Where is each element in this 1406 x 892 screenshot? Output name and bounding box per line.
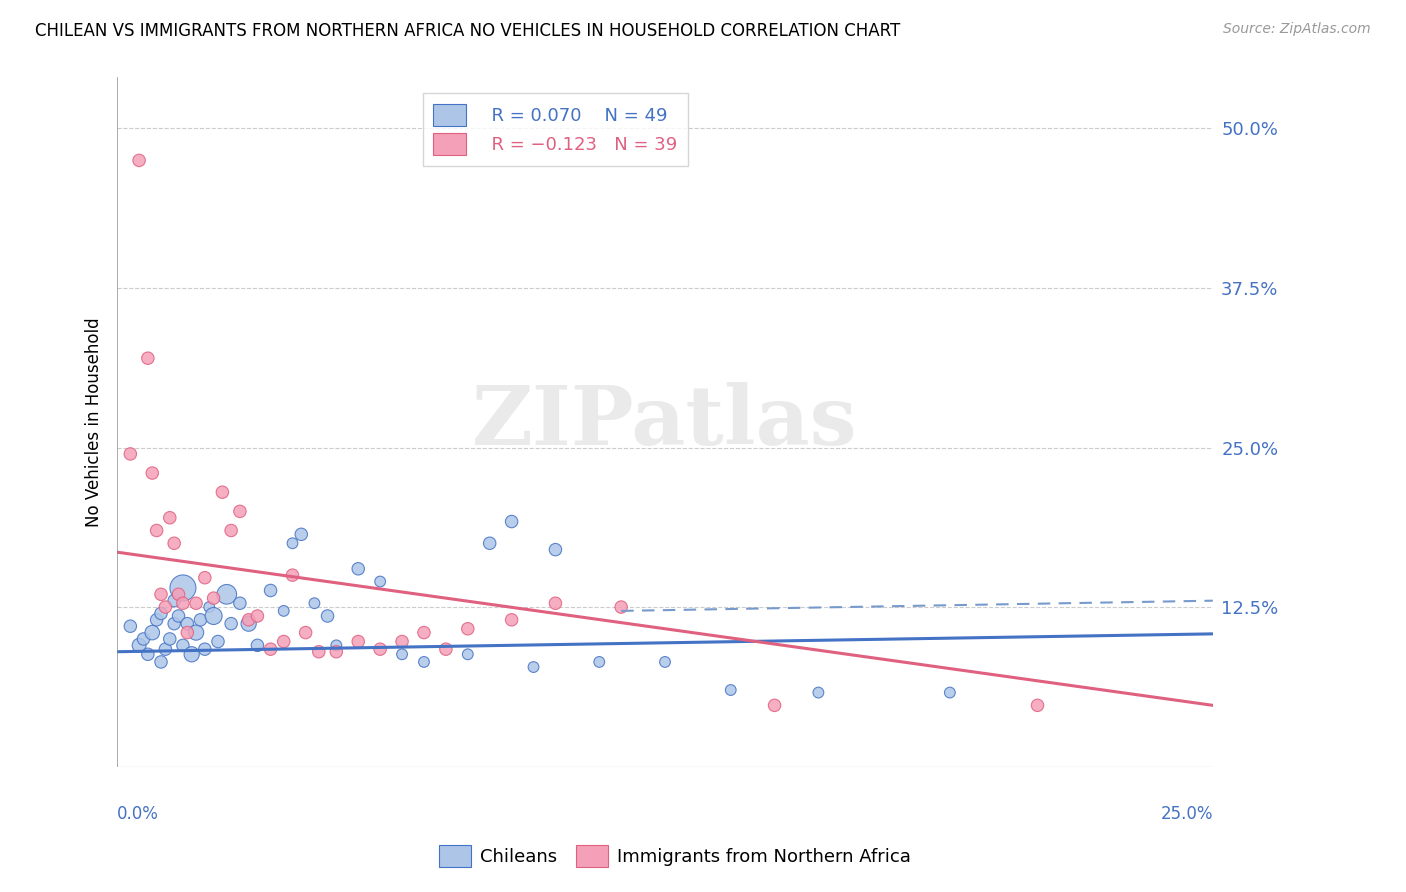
Point	[128, 153, 150, 168]
Point	[939, 685, 962, 699]
Point	[176, 616, 198, 631]
Point	[391, 648, 413, 662]
Point	[413, 625, 436, 640]
Point	[184, 596, 207, 610]
Point	[259, 583, 281, 598]
Point	[229, 596, 252, 610]
Point	[281, 536, 304, 550]
Point	[150, 587, 173, 601]
Point	[478, 536, 501, 550]
Point	[215, 587, 238, 601]
Point	[155, 642, 177, 657]
Point	[281, 568, 304, 582]
Point	[347, 562, 370, 576]
Point	[457, 622, 479, 636]
Point	[807, 685, 830, 699]
Point	[163, 616, 186, 631]
Point	[434, 642, 457, 657]
Point	[544, 596, 567, 610]
Text: Source: ZipAtlas.com: Source: ZipAtlas.com	[1223, 22, 1371, 37]
Point	[246, 609, 269, 624]
Point	[588, 655, 610, 669]
Text: 0.0%: 0.0%	[117, 805, 159, 823]
Point	[172, 581, 194, 595]
Point	[325, 638, 347, 652]
Point	[184, 625, 207, 640]
Legend: Chileans, Immigrants from Northern Africa: Chileans, Immigrants from Northern Afric…	[432, 838, 918, 874]
Point	[610, 600, 633, 615]
Point	[308, 645, 330, 659]
Point	[198, 600, 221, 615]
Point	[522, 660, 544, 674]
Text: 25.0%: 25.0%	[1160, 805, 1213, 823]
Point	[180, 648, 202, 662]
Point	[391, 634, 413, 648]
Point	[294, 625, 316, 640]
Point	[347, 634, 370, 648]
Point	[273, 604, 295, 618]
Point	[172, 638, 194, 652]
Point	[763, 698, 786, 713]
Point	[150, 655, 173, 669]
Point	[136, 351, 159, 366]
Point	[219, 616, 242, 631]
Point	[141, 625, 163, 640]
Legend:   R = 0.070    N = 49,   R = −0.123   N = 39: R = 0.070 N = 49, R = −0.123 N = 39	[423, 94, 689, 166]
Text: ZIPatlas: ZIPatlas	[472, 382, 858, 462]
Point	[145, 613, 167, 627]
Point	[207, 634, 229, 648]
Point	[211, 485, 233, 500]
Point	[316, 609, 339, 624]
Point	[273, 634, 295, 648]
Point	[413, 655, 436, 669]
Point	[120, 447, 142, 461]
Point	[159, 632, 181, 646]
Point	[163, 593, 186, 607]
Text: CHILEAN VS IMMIGRANTS FROM NORTHERN AFRICA NO VEHICLES IN HOUSEHOLD CORRELATION : CHILEAN VS IMMIGRANTS FROM NORTHERN AFRI…	[35, 22, 900, 40]
Point	[290, 527, 312, 541]
Point	[219, 524, 242, 538]
Point	[176, 625, 198, 640]
Point	[1026, 698, 1049, 713]
Point	[128, 638, 150, 652]
Point	[155, 600, 177, 615]
Point	[150, 607, 173, 621]
Point	[501, 613, 523, 627]
Point	[544, 542, 567, 557]
Point	[202, 591, 225, 606]
Point	[159, 510, 181, 524]
Point	[136, 648, 159, 662]
Point	[202, 609, 225, 624]
Point	[238, 616, 260, 631]
Point	[368, 574, 391, 589]
Point	[194, 571, 217, 585]
Point	[167, 587, 190, 601]
Point	[163, 536, 186, 550]
Point	[720, 683, 742, 698]
Point	[246, 638, 269, 652]
Point	[325, 645, 347, 659]
Point	[167, 609, 190, 624]
Point	[229, 504, 252, 518]
Point	[501, 515, 523, 529]
Point	[132, 632, 155, 646]
Point	[141, 466, 163, 480]
Point	[457, 648, 479, 662]
Point	[654, 655, 676, 669]
Point	[238, 613, 260, 627]
Point	[172, 596, 194, 610]
Point	[368, 642, 391, 657]
Point	[190, 613, 212, 627]
Point	[194, 642, 217, 657]
Point	[304, 596, 326, 610]
Y-axis label: No Vehicles in Household: No Vehicles in Household	[86, 318, 103, 527]
Point	[145, 524, 167, 538]
Point	[259, 642, 281, 657]
Point	[120, 619, 142, 633]
